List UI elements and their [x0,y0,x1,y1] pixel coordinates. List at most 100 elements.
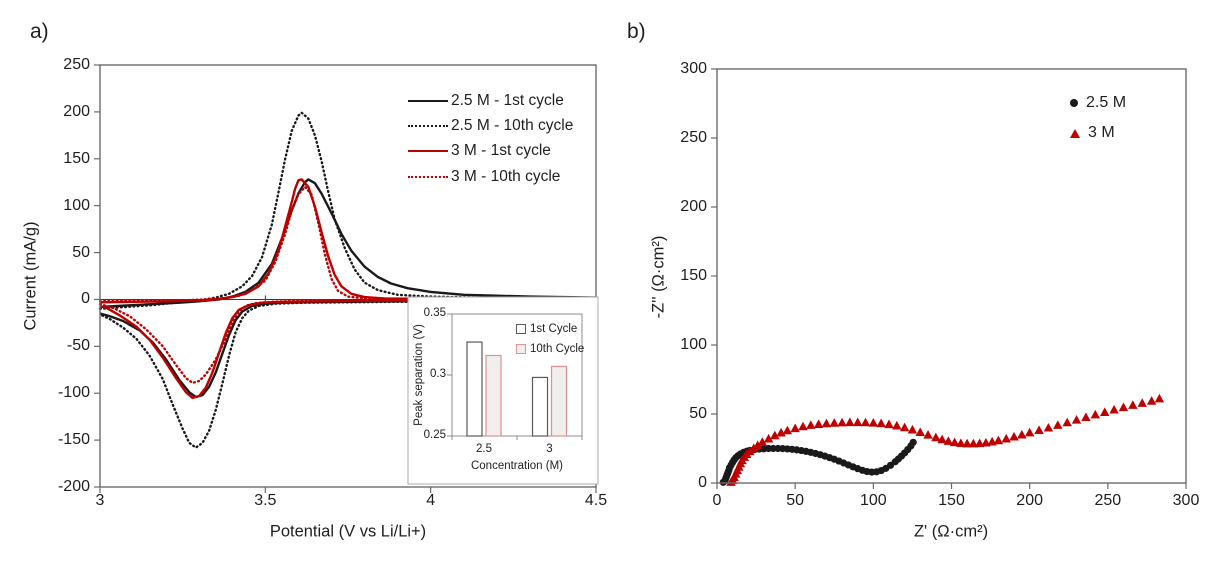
scatter-point-3m [1100,407,1110,416]
panel-b-x-tick-label: 150 [938,492,965,509]
scatter-point-3m [1081,412,1091,422]
bar-swatch-tenth-cycle [516,344,526,354]
scatter-point-3m [1146,396,1157,405]
panel-a-y-tick-label: 200 [63,102,90,120]
inset-bar-10th-cycle-2.5 [485,354,502,437]
scatter-point-3m [868,417,879,427]
inset-bar-1st-cycle-2.5 [466,341,483,437]
panel-b-y-tick-label: 50 [689,405,707,422]
legend-item: 3 M [1070,118,1126,148]
panel-b-y-tick-label: 150 [680,267,707,284]
line-sample-black-solid [408,99,448,102]
scatter-point-3m [782,425,793,435]
scatter-point-3m [884,419,894,429]
legend-label: 2.5 M [1086,94,1127,111]
legend-label: 3 M [1088,124,1115,141]
scatter-point-3m [962,438,972,448]
scatter-point-3m [876,418,886,428]
inset-y-tick-label: 0.35 [423,307,446,319]
scatter-point-3m [837,417,847,427]
inset-y-tick-label: 0.25 [423,429,446,441]
scatter-point-3m [1090,409,1101,419]
scatter-point-3m [915,427,925,436]
panel-a-y-tick-label: 150 [63,149,90,167]
scatter-point-3m [956,438,966,447]
bar-swatch-first-cycle [516,324,526,334]
panel-a-y-tick-label: -100 [57,384,90,402]
scatter-point-3m [1001,433,1011,443]
scatter-point-3m [770,430,780,440]
circle-marker-icon [1070,99,1078,107]
line-sample-black-dotted [408,124,448,127]
scatter-point-3m [907,424,918,434]
inset-x-tick-label: 2.5 [476,443,492,455]
panel-a-plot-frame [99,64,597,488]
scatter-point-3m [993,435,1004,445]
scatter-point-3m [1109,404,1119,414]
scatter-point-3m [1128,400,1138,409]
legend-label: 2.5 M - 1st cycle [451,91,564,109]
inset-x-tick-label: 3 [546,443,553,455]
panel-a-y-tick-label: -150 [57,431,90,449]
scatter-point-3m [937,434,947,444]
scatter-point-3m [1043,422,1054,432]
scatter-point-3m [798,421,808,431]
scatter-point-3m [943,436,954,445]
panel-a-y-tick-label: 250 [63,56,90,73]
panel-b-letter: b) [627,20,646,43]
scatter-point-3m [1137,398,1147,407]
panel-b-x-tick-label: 50 [786,492,805,509]
panel-b-y-tick-label: 200 [680,198,707,215]
panel-a-y-tick-label: 0 [81,290,90,308]
line-sample-red-solid [408,150,448,153]
legend-label: 2.5 M - 10th cycle [451,116,574,134]
legend-item: 3 M - 10th cycle [408,164,573,189]
scatter-point-3m [790,423,800,433]
legend-label: 1st Cycle [530,323,578,335]
panel-b-x-tick-label: 100 [859,492,887,509]
legend-label: 3 M - 10th cycle [451,167,561,185]
panel-b-x-tick-label: 200 [1016,492,1043,509]
scatter-point-3m [931,432,941,442]
scatter-point-2-5m [909,438,917,446]
scatter-point-3m [1024,427,1035,437]
legend-label: 3 M - 1st cycle [451,142,551,160]
panel-b-x-tick-label: 0 [712,492,722,509]
scatter-point-3m [968,438,979,448]
scatter-point-3m [813,419,824,428]
panel-b-y-tick-label: 250 [680,129,707,146]
scatter-point-3m [923,429,933,439]
panel-b-y-tick-label: 0 [698,474,707,491]
scatter-point-3m [829,418,839,427]
panel-a-legend: 2.5 M - 1st cycle 2.5 M - 10th cycle 3 M… [408,88,573,189]
triangle-marker-icon [1070,128,1080,138]
legend-item: 2.5 M [1070,88,1126,118]
panel-a-x-axis-title: Potential (V vs Li/Li+) [269,522,427,541]
scatter-point-3m [806,420,816,429]
inset-x-axis-title: Concentration (M) [470,460,564,472]
panel-a-y-tick-label: 100 [63,196,90,214]
scatter-point-3m [1118,402,1129,412]
panel-b-x-axis-title: Z' (Ω·cm²) [913,522,989,541]
legend-item: 2.5 M - 10th cycle [408,113,573,138]
scatter-point-3m [892,420,902,430]
legend-item: 10th Cycle [516,339,584,359]
legend-label: 10th Cycle [530,343,585,355]
panel-a-y-tick-label: -200 [57,478,90,495]
scatter-point-3m [776,427,786,437]
inset-legend: 1st Cycle 10th Cycle [516,319,584,359]
panel-b-x-tick-label: 300 [1172,492,1200,509]
scatter-point-3m [1062,417,1072,427]
panel-b-x-tick-label: 250 [1094,492,1122,509]
scatter-point-3m [1017,429,1027,439]
scatter-point-3m [763,433,774,443]
scatter-point-3m [853,417,863,427]
panel-a-x-tick-label: 3 [95,492,105,509]
scatter-point-3m [974,438,985,448]
scatter-point-3m [1009,431,1019,441]
scatter-point-3m [752,440,763,450]
panel-a-letter: a) [30,20,49,43]
inset-bar-1st-cycle-3 [531,376,549,437]
